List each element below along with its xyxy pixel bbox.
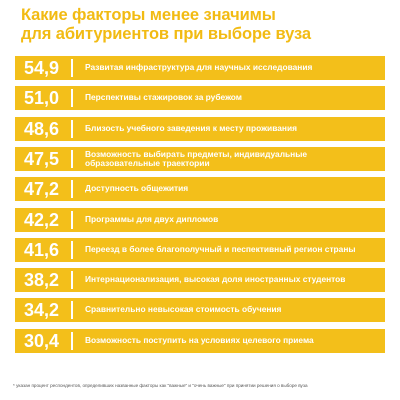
bar-category-label: Переезд в более благополучный и песпекти… [85,244,356,255]
bar-category-label: Возможность поступить на условиях целево… [85,335,314,346]
factors-chart: 54,9 Развитая инфраструктура для научных … [15,56,385,356]
chart-bar: 47,2 Доступность общежития [15,177,385,201]
bar-category-label: Программы для двух дипломов [85,214,219,225]
bar-divider [71,150,73,168]
bar-value-label: 34,2 [23,300,60,320]
chart-title-line-2: для абитуриентов при выборе вуза [21,25,311,43]
bar-category-label: Развитая инфраструктура для научных иссл… [85,62,313,73]
bar-value-label: 42,2 [23,210,60,230]
bar-category-label: Возможность выбирать предметы, индивидуа… [85,148,308,168]
bar-value-label: 54,9 [23,58,60,78]
chart-bar: 41,6 Переезд в более благополучный и песп… [15,238,385,262]
chart-bar: 30,4 Возможность поступить на условиях це… [15,329,385,353]
bar-category-label: Близость учебного заведения к месту прож… [85,123,297,134]
bar-divider [71,241,73,259]
chart-bar: 48,6 Близость учебного заведения к месту … [15,117,385,141]
bar-divider [71,301,73,319]
bar-value-label: 48,6 [23,119,60,139]
chart-bar: 42,2 Программы для двух дипломов [15,208,385,232]
bar-divider [71,59,73,77]
bar-value-label: 30,4 [23,331,60,351]
bar-category-label: Перспективы стажировок за рубежом [85,92,242,103]
chart-bar: 34,2 Сравнительно невысокая стоимость обу… [15,298,385,322]
bar-value-label: 51,0 [23,88,60,108]
chart-bar: 51,0 Перспективы стажировок за рубежом [15,86,385,110]
bar-divider [71,271,73,289]
bar-divider [71,180,73,198]
bar-divider [71,120,73,138]
bar-category-label: Доступность общежития [85,183,189,194]
bar-divider [71,89,73,107]
chart-title: Какие факторы менее значимы для абитурие… [21,6,391,44]
chart-bar: 54,9 Развитая инфраструктура для научных … [15,56,385,80]
bar-divider [71,332,73,350]
bar-value-label: 47,2 [23,179,60,199]
bar-value-label: 41,6 [23,240,60,260]
bar-value-label: 47,5 [23,149,60,169]
chart-title-line-1: Какие факторы менее значимы [21,6,276,24]
bar-category-label: Сравнительно невысокая стоимость обучени… [85,304,282,315]
chart-bar: 38,2 Интернационализация, высокая доля ин… [15,268,385,292]
bar-divider [71,211,73,229]
bar-category-label: Интернационализация, высокая доля иностр… [85,274,346,285]
chart-bar: 47,5 Возможность выбирать предметы, индив… [15,147,385,171]
bar-value-label: 38,2 [23,270,60,290]
footnote: * указан процент респондентов, определив… [13,383,308,388]
